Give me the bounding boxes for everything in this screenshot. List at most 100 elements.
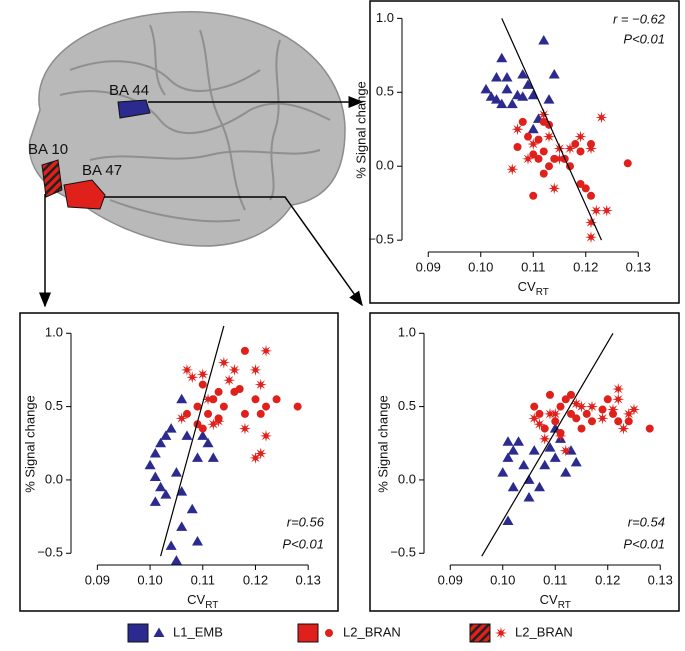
star-marker [617,422,630,435]
triangle-marker [513,436,524,446]
triangle-marker [485,91,497,101]
circle-marker [581,184,590,193]
circle-marker [219,402,228,411]
scatter-panel: 0.09 0.10 0.11 0.12 0.13 −0.5 0.0 0.5 1.0 CVRT % S… [369,312,680,612]
triangle-marker [149,471,161,481]
triangle-marker [176,521,188,531]
x-tick-label: 0.10 [468,259,493,274]
star-marker [254,378,267,391]
circle-marker [513,143,522,152]
triangle-marker [491,94,502,104]
circle-marker [539,147,548,156]
region-label: BA 44 [109,82,149,99]
triangle-marker [192,452,203,462]
circle-marker [530,402,539,411]
star-marker [175,412,188,425]
star-marker [223,374,236,387]
legend-swatch [127,623,149,643]
star-marker [260,344,273,357]
stat-annotation: r=0.54 [628,514,665,529]
x-axis-label: CVRT [518,279,549,297]
fit-line [481,332,614,557]
circle-marker [529,191,538,200]
x-tick-label: 0.11 [543,572,567,587]
circle-marker [256,409,265,418]
circle-marker [293,402,302,411]
star-marker [543,130,555,143]
circle-marker [614,417,623,426]
triangle-marker [496,52,508,63]
star-marker [186,371,199,384]
star-marker [585,231,597,244]
triangle-marker [170,555,182,565]
x-tick-label: 0.12 [243,572,268,587]
x-tick-label: 0.11 [521,259,545,274]
triangle-marker [497,467,509,477]
circle-marker [576,147,585,156]
circle-marker [598,405,607,414]
region-label: BA 10 [28,141,68,158]
y-tick-label: 0.0 [45,471,63,486]
x-axis-label-main: CV [518,279,536,294]
circle-marker [545,162,553,171]
star-marker [595,111,608,124]
legend-swatch [469,623,491,643]
stat-annotation: r = −0.62 [613,11,666,26]
circle-marker [577,424,586,433]
triangle-marker [197,430,209,440]
star-marker [590,204,603,217]
star-marker [612,383,625,395]
star-marker [596,412,609,425]
y-tick-label: 0.5 [45,398,63,413]
stat-annotation: P<0.01 [282,536,324,551]
star-marker [585,142,597,155]
star-marker [238,422,251,435]
star-marker [586,400,598,413]
star-marker [249,451,262,464]
fit-line [501,18,603,241]
x-axis-label-main: CV [540,592,558,607]
triangle-marker [149,448,161,458]
triangle-marker [165,540,177,550]
y-tick-label: 1.0 [398,325,416,340]
y-tick-label: 1.0 [376,10,394,25]
circle-marker [567,409,575,418]
triangle-marker [543,94,555,104]
circle-marker [518,117,527,126]
triangle-marker [502,452,514,462]
circle-marker [262,402,271,411]
triangle-marker [502,436,514,446]
triangle-marker [502,515,514,525]
circle-marker [603,395,612,404]
circle-marker [539,169,548,178]
circle-marker [214,387,223,396]
star-marker [538,432,551,445]
triangle-marker [570,456,582,467]
star-marker [522,152,534,165]
circle-marker [576,179,585,188]
triangle-marker [170,467,182,477]
triangle-marker [501,83,513,94]
x-axis-label-sub: RT [558,600,571,611]
star-marker [511,123,524,136]
x-tick-label: 0.13 [648,572,673,587]
x-axis-label-main: CV [187,592,205,607]
circle-marker [572,414,581,423]
star-marker [575,400,588,413]
triangle-marker [560,467,572,477]
stat-annotation: P<0.01 [623,536,665,551]
triangle-marker [522,79,534,89]
y-tick-label: 1.0 [45,325,63,340]
brain-illustration: BA 44 BA 10 BA 47 [28,11,364,308]
y-axis-label: % Signal change [353,81,368,179]
legend-label: L1_EMB [173,624,223,639]
triangle-marker [506,98,518,109]
stat-annotation: r=0.56 [287,514,325,529]
star-marker [260,429,273,442]
triangle-marker [480,83,492,94]
star-marker [196,368,209,381]
x-tick-label: 0.13 [626,259,651,274]
y-tick-label: −0.5 [390,545,416,560]
circle-marker [571,140,580,149]
circle-marker [240,346,249,355]
